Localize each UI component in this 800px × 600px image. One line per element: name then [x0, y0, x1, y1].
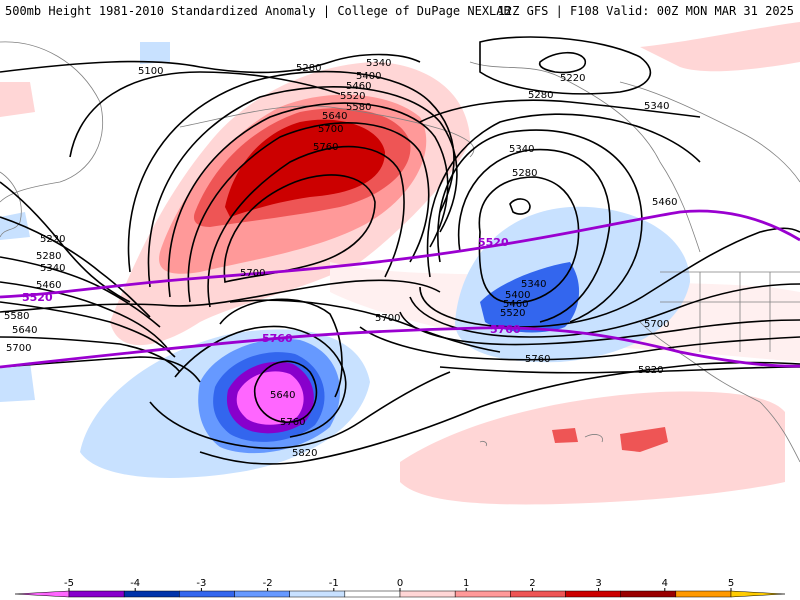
- colorbar-tick-label: 5: [728, 578, 734, 589]
- highlighted-contours: [0, 209, 800, 369]
- contour-label: 5700: [644, 319, 669, 330]
- colorbar-swatch: [68, 590, 125, 598]
- contour-label: 5100: [138, 66, 163, 77]
- colorbar-swatch: [510, 590, 566, 598]
- colorbar-tick-label: -2: [263, 578, 273, 589]
- highlighted-contour-labels: 5520 5520 5760 5760: [22, 236, 521, 345]
- colorbar-swatch: [289, 590, 346, 598]
- colorbar-swatch: [234, 590, 290, 598]
- contour-label: 5640: [270, 390, 295, 401]
- highlight-label: 5760: [490, 323, 521, 336]
- contour-label: 5760: [313, 142, 338, 153]
- colorbar: -5 -4 -3 -2 -1 0 1 2 3 4 5: [14, 578, 786, 598]
- contour-label: 5340: [521, 279, 546, 290]
- contour-label: 5700: [318, 124, 343, 135]
- colorbar-tick-label: 2: [529, 578, 535, 589]
- contour-label: 5340: [366, 58, 391, 69]
- colorbar-swatch: [179, 590, 235, 598]
- colorbar-swatch: [454, 590, 511, 598]
- contour-label: 5340: [644, 101, 669, 112]
- colorbar-swatch: [123, 590, 180, 598]
- colorbar-swatch: [399, 590, 456, 598]
- colorbar-tick-label: -3: [196, 578, 206, 589]
- contour-label: 5460: [503, 299, 528, 310]
- highlight-label: 5520: [22, 291, 53, 304]
- colorbar-tick-label: -5: [64, 578, 74, 589]
- product-title: 500mb Height 1981-2010 Standardized Anom…: [5, 4, 511, 18]
- contour-label: 5280: [296, 63, 321, 74]
- highlight-label: 5760: [262, 332, 293, 345]
- contour-label: 5760: [280, 417, 305, 428]
- contour-label: 5280: [512, 168, 537, 179]
- contour-label: 5340: [40, 263, 65, 274]
- colorbar-tick-label: 0: [397, 578, 403, 589]
- contour-label: 5220: [40, 234, 65, 245]
- colorbar-swatch: [565, 590, 621, 598]
- contour-label: 5280: [36, 251, 61, 262]
- colorbar-swatch: [620, 590, 677, 598]
- contour-label: 5520: [500, 308, 525, 319]
- colorbar-tick-label: -4: [130, 578, 140, 589]
- contour-label: 5580: [346, 102, 371, 113]
- contour-label: 5700: [240, 268, 265, 279]
- contour-labels: 5100 5280 5340 5400 5460 5520 5580 5640 …: [4, 58, 677, 459]
- highlight-label: 5520: [478, 236, 509, 249]
- colorbar-tick-label: 4: [662, 578, 668, 589]
- coastlines: [0, 41, 800, 463]
- colorbar-arrow-left: [14, 590, 70, 598]
- contour-label: 5700: [6, 343, 31, 354]
- contour-label: 5760: [525, 354, 550, 365]
- colorbar-swatch: [675, 590, 732, 598]
- contour-label: 5520: [340, 91, 365, 102]
- colorbar-arrow-right: [730, 590, 786, 598]
- colorbar-swatches: [14, 590, 786, 598]
- contour-label: 5280: [528, 90, 553, 101]
- height-contours: [0, 36, 800, 465]
- contour-label: 5820: [292, 448, 317, 459]
- model-run-valid-time: 12Z GFS | F108 Valid: 00Z MON MAR 31 202…: [497, 4, 794, 18]
- colorbar-tick-label: 1: [463, 578, 469, 589]
- anomaly-map: 5100 5280 5340 5400 5460 5520 5580 5640 …: [0, 22, 800, 572]
- contour-label: 5640: [322, 111, 347, 122]
- contour-label: 5460: [36, 280, 61, 291]
- map-header: 500mb Height 1981-2010 Standardized Anom…: [0, 0, 800, 22]
- contour-label: 5220: [560, 73, 585, 84]
- colorbar-tick-label: -1: [329, 578, 339, 589]
- contour-label: 5820: [638, 365, 663, 376]
- contour-label: 5400: [505, 290, 530, 301]
- colorbar-tick-label: 3: [595, 578, 601, 589]
- contour-label: 5460: [652, 197, 677, 208]
- colorbar-ticks: -5 -4 -3 -2 -1 0 1 2 3 4 5: [64, 578, 734, 591]
- contour-label: 5340: [509, 144, 534, 155]
- colorbar-swatch: [344, 590, 401, 598]
- contour-label: 5460: [346, 81, 371, 92]
- contour-label: 5700: [375, 313, 400, 324]
- contour-label: 5400: [356, 71, 381, 82]
- contour-label: 5640: [12, 325, 37, 336]
- contour-label: 5580: [4, 311, 29, 322]
